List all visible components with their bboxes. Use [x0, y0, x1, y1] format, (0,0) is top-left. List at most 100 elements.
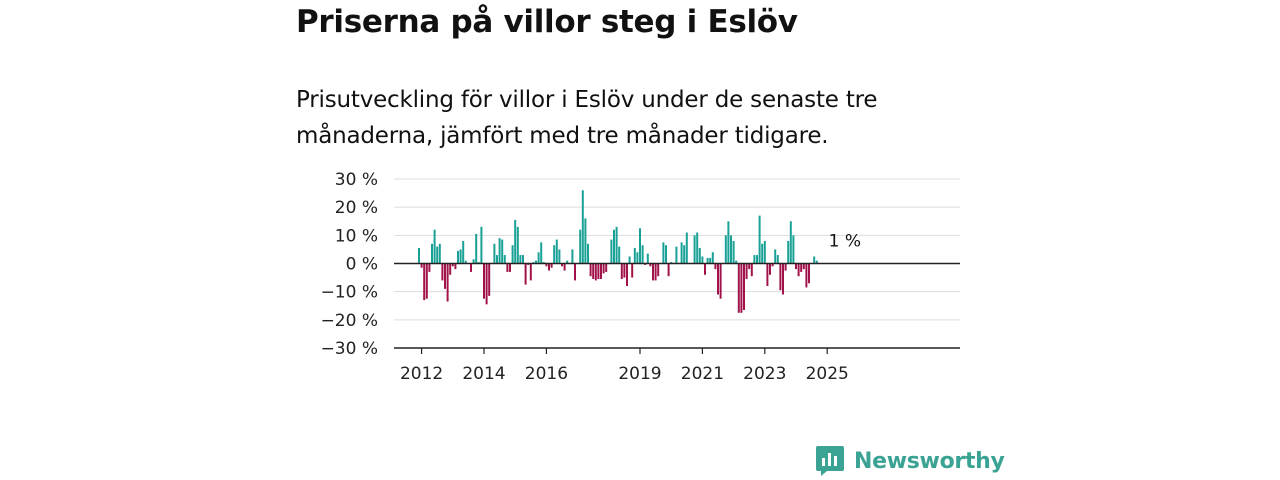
x-tick-label: 2016: [525, 364, 568, 384]
bar: [800, 263, 803, 272]
y-tick-label: 20 %: [335, 198, 378, 218]
bar: [548, 263, 550, 271]
bar: [418, 248, 420, 264]
bar: [646, 253, 649, 264]
chart-subtitle: Prisutveckling för villor i Eslöv under …: [296, 87, 878, 149]
bar: [597, 263, 600, 279]
bar: [615, 226, 618, 264]
bar: [506, 263, 509, 272]
bar: [480, 226, 483, 264]
bar: [766, 263, 769, 287]
bar: [449, 263, 452, 275]
newsworthy-logo-icon: [816, 446, 844, 476]
bar: [516, 226, 519, 264]
bar: [454, 263, 457, 270]
bar: [665, 245, 667, 264]
y-tick-label: 10 %: [335, 226, 378, 246]
chart-title: Priserna på villor steg i Eslöv: [296, 4, 798, 40]
bar: [438, 243, 441, 264]
bar: [423, 263, 426, 301]
bar-series: [418, 190, 818, 313]
bar: [795, 263, 797, 270]
bar: [472, 259, 475, 264]
bar: [719, 263, 722, 299]
bar: [740, 263, 743, 313]
bar: [756, 255, 758, 264]
bar: [685, 232, 688, 264]
bar: [649, 263, 652, 267]
bar: [483, 263, 485, 299]
bar: [550, 263, 553, 268]
bar: [633, 248, 636, 264]
bar: [488, 263, 491, 296]
x-tick-label: 2021: [681, 364, 724, 384]
bar: [579, 229, 582, 264]
bar: [522, 255, 524, 264]
bar: [496, 255, 498, 264]
bar: [628, 256, 631, 264]
bar: [540, 242, 543, 264]
bar: [732, 240, 735, 264]
bar: [501, 239, 504, 264]
bar: [545, 263, 548, 267]
bar: [735, 260, 738, 264]
bar: [626, 263, 628, 287]
bar: [459, 249, 462, 264]
bar: [636, 252, 639, 264]
bar: [709, 257, 712, 264]
bar: [503, 255, 506, 264]
bar: [613, 229, 615, 264]
bar: [797, 263, 800, 277]
x-axis-ticks: 2012 2014 2016 2019 2021 2023 2025: [400, 348, 849, 384]
bar: [464, 260, 467, 264]
bar: [667, 263, 670, 277]
bar: [652, 263, 654, 281]
bar: [470, 263, 472, 272]
y-tick-label: 30 %: [335, 170, 378, 190]
bar: [698, 248, 701, 264]
bar: [524, 263, 527, 285]
x-tick-label: 2012: [400, 364, 443, 384]
bar: [776, 255, 779, 264]
bar: [737, 263, 740, 313]
bar: [558, 249, 561, 264]
bar: [581, 190, 584, 264]
bar: [594, 263, 597, 281]
x-tick-label: 2019: [618, 364, 661, 384]
bar: [485, 263, 488, 305]
bar: [605, 263, 608, 272]
bar: [696, 232, 699, 264]
y-tick-label: −30 %: [321, 339, 378, 359]
bar: [561, 263, 563, 267]
bar: [662, 242, 665, 264]
bar: [750, 263, 753, 277]
bar: [566, 260, 569, 264]
bar: [574, 263, 576, 281]
bar: [493, 243, 496, 264]
bar: [571, 249, 574, 264]
bar: [519, 255, 522, 264]
bar: [761, 243, 764, 264]
bar: [433, 229, 436, 264]
bar: [555, 239, 558, 264]
bar: [511, 245, 514, 264]
bar: [680, 242, 683, 264]
bar: [509, 263, 511, 272]
y-tick-label: 0 %: [346, 255, 378, 275]
bar: [771, 263, 774, 267]
bar: [431, 243, 433, 264]
bar: [784, 263, 787, 271]
bar: [693, 235, 696, 264]
bar: [792, 235, 795, 264]
bar: [782, 263, 784, 295]
y-tick-label: −20 %: [321, 311, 378, 331]
bar: [529, 263, 532, 281]
bar: [805, 263, 808, 288]
y-axis-tick-labels: 30 % 20 % 10 % 0 % −10 % −20 % −30 %: [321, 170, 378, 359]
bar: [683, 245, 686, 264]
bar: [654, 263, 657, 281]
bar: [602, 263, 605, 274]
bar: [600, 263, 602, 279]
bar: [425, 263, 428, 299]
